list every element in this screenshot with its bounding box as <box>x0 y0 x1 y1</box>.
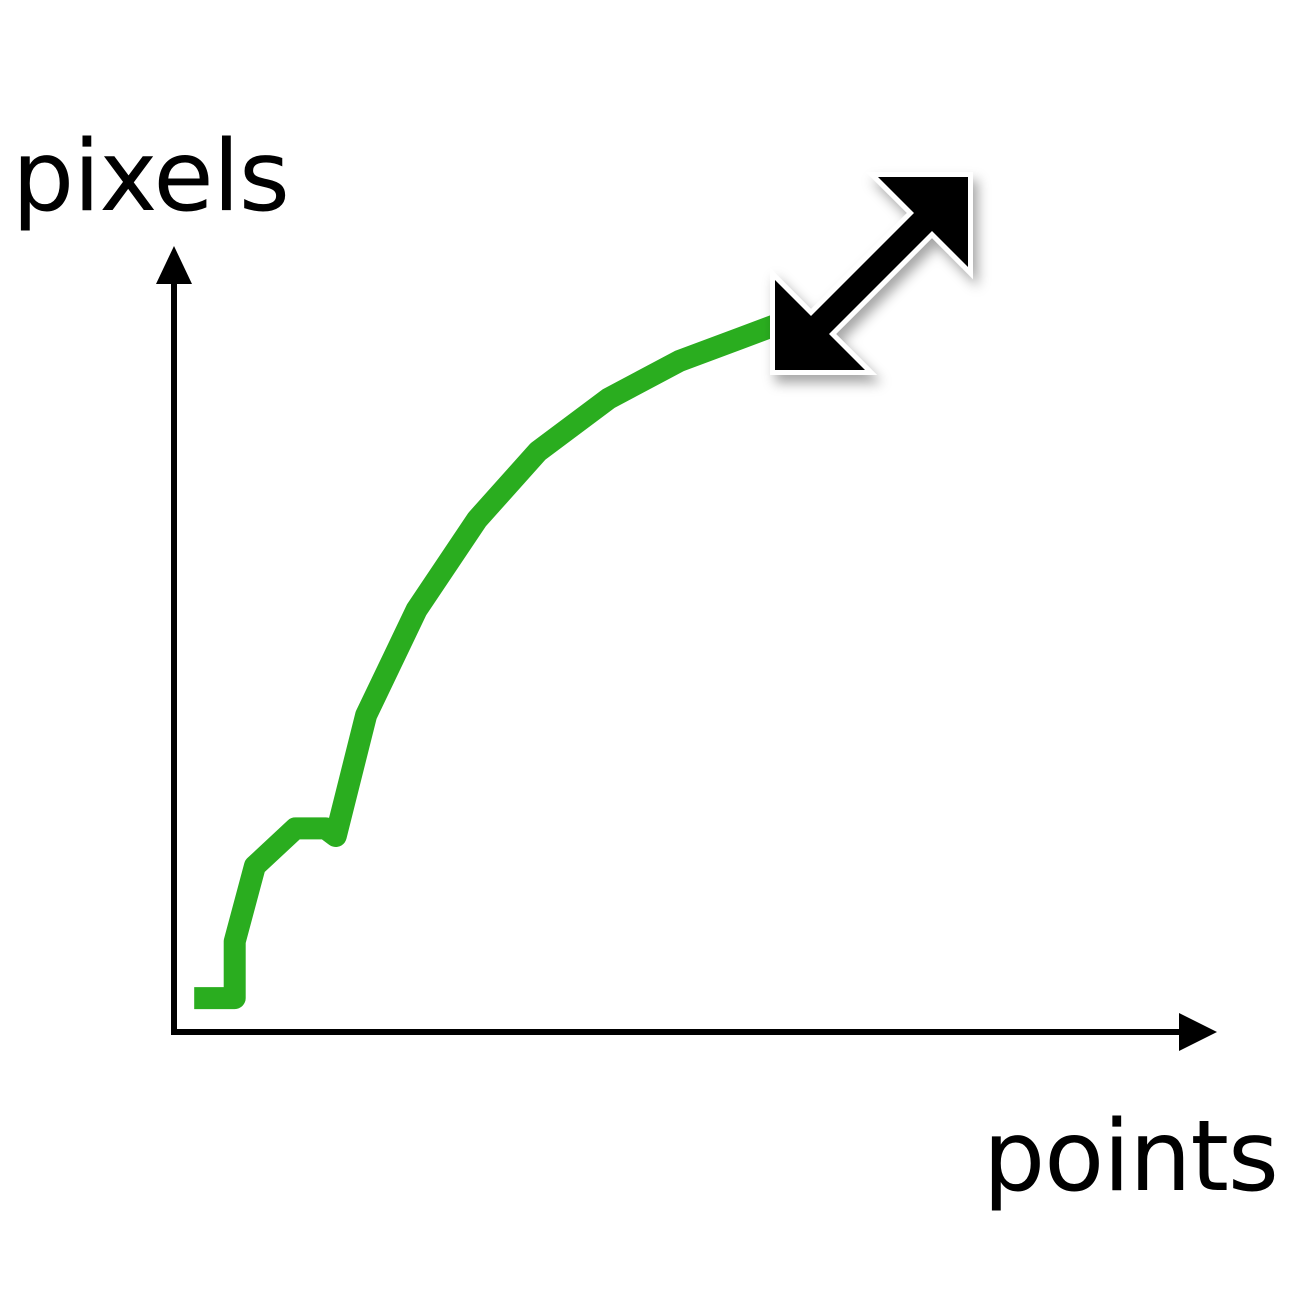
series-layer <box>194 312 785 1010</box>
x-axis-arrowhead <box>1179 1013 1217 1051</box>
series-line-0 <box>194 312 785 1010</box>
y-axis-label: pixels <box>12 120 290 234</box>
x-axis-label: points <box>983 1100 1279 1214</box>
diagonal-resize-arrow-icon <box>770 172 973 375</box>
y-axis-arrowhead <box>156 246 192 284</box>
resize-arrow-shape <box>770 172 973 375</box>
